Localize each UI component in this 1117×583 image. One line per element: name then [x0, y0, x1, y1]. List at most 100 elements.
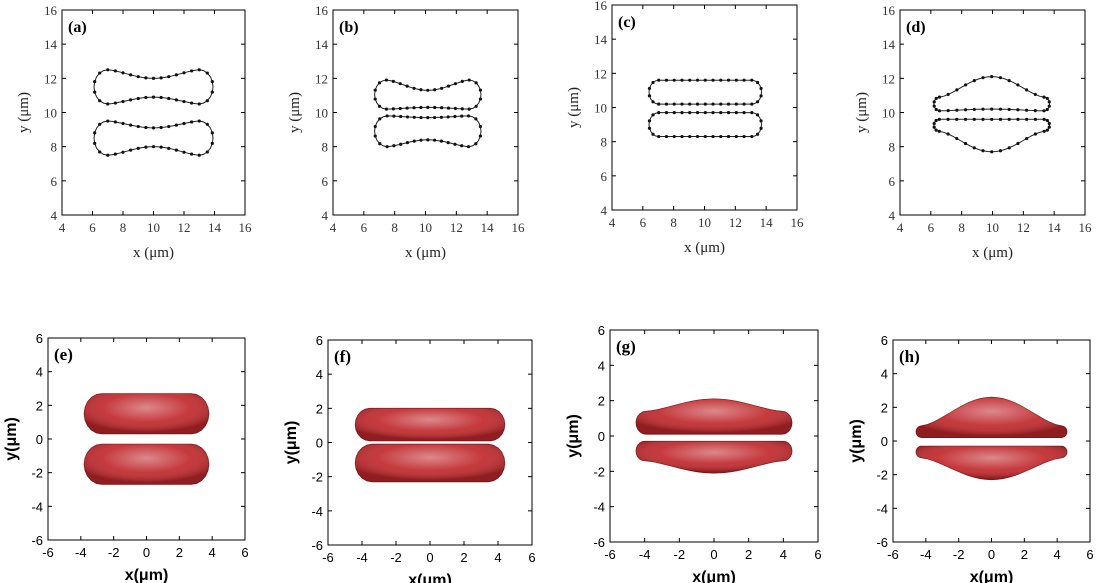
y-axis-label: y (μm): [287, 92, 303, 133]
contour-dot: [384, 107, 389, 111]
x-tick-label: 2: [460, 550, 467, 565]
contour-dot: [478, 134, 482, 138]
contour-dot: [998, 149, 1003, 153]
contour-dot: [719, 78, 723, 82]
contour-dot: [474, 81, 478, 85]
contour-dot: [478, 97, 483, 101]
contour-dot: [963, 141, 968, 146]
contour-dot: [695, 102, 700, 106]
contour-dot: [167, 96, 171, 101]
x-tick-label: 6: [361, 220, 368, 235]
x-tick-label: 14: [1048, 220, 1062, 235]
y-tick-label: 2: [36, 398, 43, 413]
contour-dot: [136, 124, 140, 129]
contour-dot: [174, 73, 178, 77]
y-tick-label: 4: [601, 203, 608, 218]
y-axis-label: y(μm): [3, 417, 20, 461]
contour-dot: [373, 97, 377, 101]
contour-dot: [93, 79, 97, 84]
contour-dot: [93, 141, 97, 146]
contour-dot: [1042, 117, 1046, 121]
contour-dot: [972, 79, 976, 83]
contour-dot: [385, 114, 389, 118]
contour-dot: [750, 78, 754, 82]
cell-shading: [916, 446, 1067, 480]
contour-dot: [742, 78, 746, 82]
contour-dot: [1042, 129, 1046, 133]
contour-dot: [159, 76, 163, 80]
contour-dot: [955, 136, 959, 141]
plot-frame: [61, 9, 246, 216]
contour-dot: [963, 83, 968, 87]
contour-dot: [460, 114, 464, 118]
plot-frame: [899, 9, 1086, 216]
contour-dot: [106, 153, 110, 157]
contour-dot: [433, 105, 437, 110]
y-tick-label: 16: [315, 3, 329, 18]
x-axis-label: x(μm): [125, 567, 169, 583]
y-tick-label: -4: [593, 500, 605, 515]
y-tick-label: 16: [594, 0, 608, 13]
contour-dot: [419, 88, 423, 92]
contour-dot: [384, 78, 389, 82]
y-tick-label: 14: [882, 37, 896, 52]
y-tick-label: 12: [315, 71, 328, 86]
contour-dot: [398, 106, 402, 111]
y-tick-label: -2: [593, 464, 605, 479]
contour-dot: [934, 118, 938, 123]
contour-dot: [1016, 108, 1020, 112]
x-axis-label: x(μm): [970, 569, 1014, 583]
y-tick-label: 16: [44, 3, 58, 18]
plot-frame: [892, 339, 1091, 543]
contour-dot: [946, 92, 950, 97]
contour-dot: [377, 104, 382, 108]
contour-dot: [190, 101, 194, 105]
cell-shading: [355, 408, 505, 441]
panel-label: (a): [68, 19, 87, 36]
panel-label: (c): [618, 14, 636, 31]
x-tick-label: 0: [710, 547, 717, 562]
contour-dot: [711, 102, 715, 106]
contour-dot: [1033, 92, 1037, 97]
contour-dot: [934, 96, 938, 101]
contour-dot: [990, 75, 994, 79]
contour-dot: [197, 68, 201, 72]
y-tick-label: -6: [311, 538, 323, 553]
contour-dot: [750, 111, 754, 115]
cell-contour: [648, 79, 763, 105]
contour-dot: [113, 69, 117, 73]
cell-shading: [636, 441, 792, 474]
contour-dot: [695, 78, 700, 82]
contour-dot: [453, 142, 457, 146]
y-tick-label: 4: [322, 208, 329, 223]
contour-dot: [210, 131, 214, 135]
contour-dot: [151, 126, 156, 130]
x-tick-label: -6: [322, 550, 334, 565]
contour-dot: [937, 95, 942, 99]
y-tick-label: 16: [882, 3, 896, 18]
contour-dot: [373, 124, 377, 129]
x-tick-label: 12: [729, 215, 742, 230]
contour-dot: [934, 107, 938, 112]
y-tick-label: 8: [322, 140, 329, 155]
x-tick-label: -6: [887, 547, 899, 562]
contour-dot: [647, 119, 652, 123]
x-tick-label: 6: [814, 547, 821, 562]
contour-dot: [719, 134, 723, 139]
plot-frame: [327, 339, 533, 546]
y-axis-label: y(μm): [848, 419, 865, 463]
contour-dot: [1007, 117, 1011, 121]
x-tick-label: 4: [494, 550, 501, 565]
plot-frame: [47, 337, 246, 541]
x-tick-label: 10: [147, 220, 160, 235]
contour-dot: [726, 78, 731, 82]
x-tick-label: 2: [745, 547, 752, 562]
contour-dot: [1025, 117, 1029, 121]
contour-dot: [391, 79, 395, 83]
contour-dot: [197, 102, 201, 106]
contour-dot: [412, 86, 416, 90]
contour-dot: [946, 108, 950, 113]
contour-dot: [932, 121, 936, 126]
x-tick-label: 2: [176, 545, 183, 560]
